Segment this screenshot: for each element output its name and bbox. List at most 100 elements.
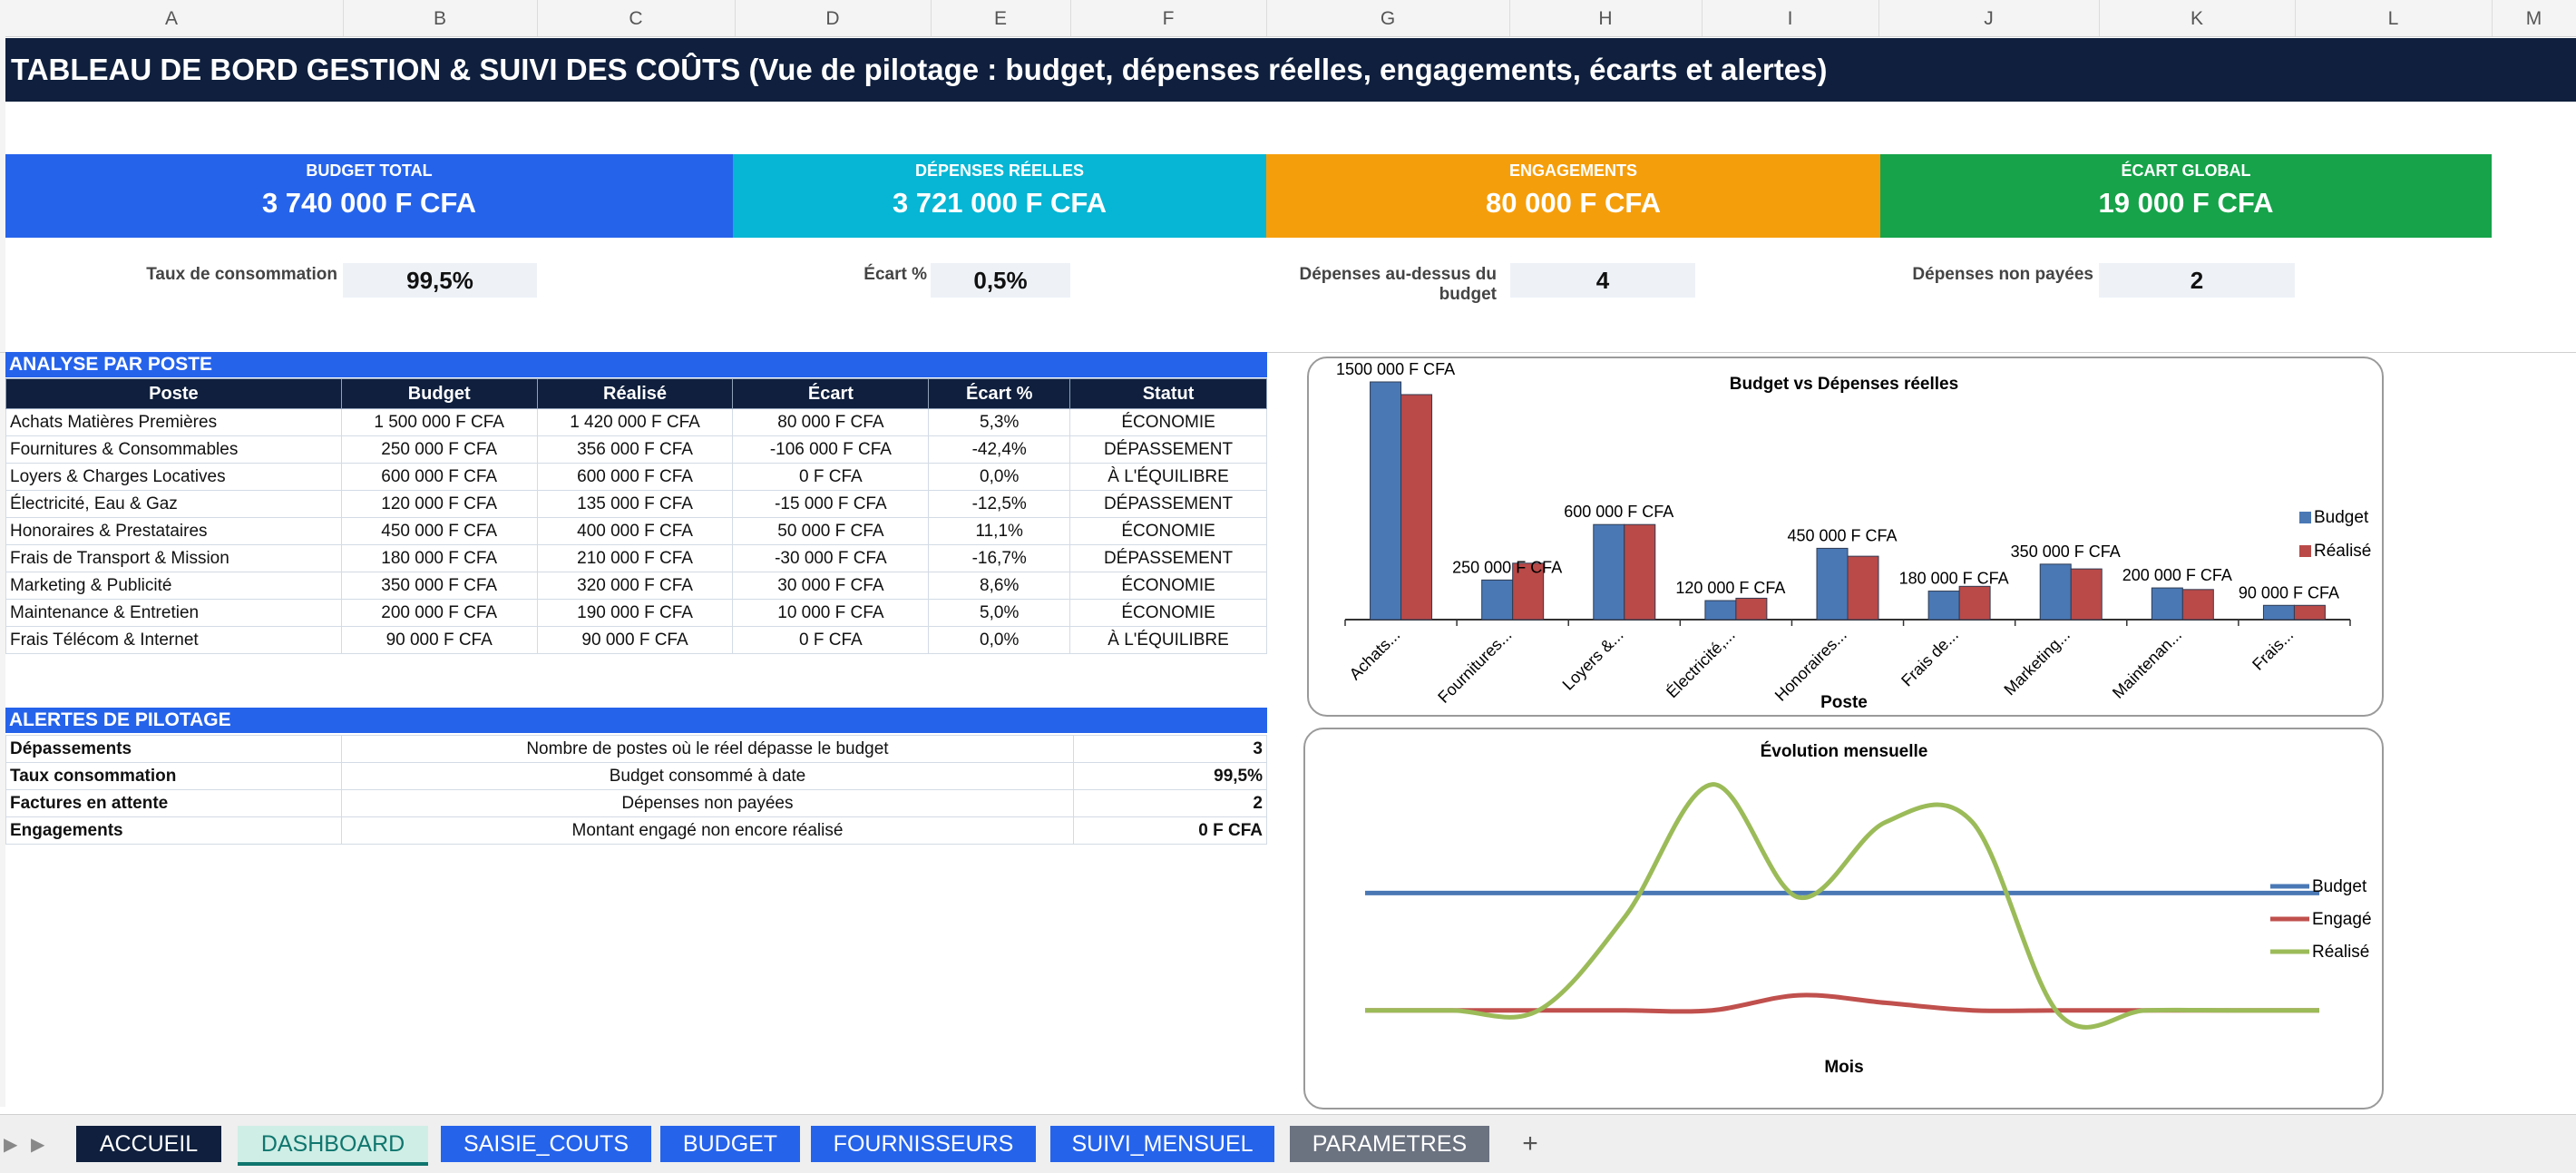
cell-realise[interactable]: 210 000 F CFA [536, 544, 734, 572]
cell-poste[interactable]: Marketing & Publicité [5, 572, 342, 600]
alert-description[interactable]: Montant engagé non encore réalisé [340, 816, 1075, 845]
bar-réalisé-7[interactable] [2181, 589, 2214, 621]
bar-réalisé-2[interactable] [1624, 523, 1656, 621]
column-header-b[interactable]: B [433, 8, 447, 29]
column-header-k[interactable]: K [2190, 8, 2204, 29]
column-header-f[interactable]: F [1162, 8, 1175, 29]
alert-description[interactable]: Dépenses non payées [340, 789, 1075, 817]
cell-budget[interactable]: 200 000 F CFA [340, 599, 538, 627]
alert-name[interactable]: Taux consommation [5, 762, 342, 790]
cell-ecart[interactable]: 10 000 F CFA [732, 599, 930, 627]
bar-réalisé-1[interactable] [1512, 562, 1545, 621]
col-header-realise[interactable]: Réalisé [536, 378, 734, 409]
cell-realise[interactable]: 90 000 F CFA [536, 626, 734, 654]
tab-parametres[interactable]: PARAMETRES [1290, 1126, 1489, 1162]
bar-réalisé-6[interactable] [2070, 568, 2103, 621]
bar-budget-1[interactable] [1481, 579, 1514, 621]
cell-ecart-pct[interactable]: 0,0% [928, 463, 1071, 491]
cell-statut[interactable]: ÉCONOMIE [1069, 572, 1267, 600]
cell-ecart[interactable]: -15 000 F CFA [732, 490, 930, 518]
alert-value[interactable]: 0 F CFA [1073, 816, 1267, 845]
metric-value-ecart[interactable]: 0,5% [931, 263, 1070, 298]
cell-realise[interactable]: 600 000 F CFA [536, 463, 734, 491]
col-header-poste[interactable]: Poste [5, 378, 342, 409]
bar-réalisé-3[interactable] [1735, 597, 1768, 621]
tab-scroll-right-icon[interactable]: ▶ [31, 1135, 45, 1155]
col-header-statut[interactable]: Statut [1069, 378, 1267, 409]
col-header-ecart[interactable]: Écart [732, 378, 930, 409]
metric-value-depassements[interactable]: 4 [1510, 263, 1695, 298]
cell-poste[interactable]: Loyers & Charges Locatives [5, 463, 342, 491]
column-header-a[interactable]: A [164, 8, 179, 29]
cell-statut[interactable]: DÉPASSEMENT [1069, 490, 1267, 518]
tab-dashboard[interactable]: DASHBOARD [238, 1126, 428, 1166]
cell-budget[interactable]: 250 000 F CFA [340, 435, 538, 464]
column-header-d[interactable]: D [825, 8, 840, 29]
cell-budget[interactable]: 1 500 000 F CFA [340, 408, 538, 436]
cell-statut[interactable]: DÉPASSEMENT [1069, 544, 1267, 572]
cell-statut[interactable]: À L'ÉQUILIBRE [1069, 463, 1267, 491]
tab-budget[interactable]: BUDGET [660, 1126, 800, 1162]
cell-realise[interactable]: 1 420 000 F CFA [536, 408, 734, 436]
cell-statut[interactable]: DÉPASSEMENT [1069, 435, 1267, 464]
bar-budget-4[interactable] [1816, 547, 1849, 621]
cell-poste[interactable]: Électricité, Eau & Gaz [5, 490, 342, 518]
line-chart-evolution-mensuelle[interactable]: Évolution mensuelle Mois Budget Engagé Réali… [1303, 728, 2384, 1109]
cell-ecart[interactable]: 50 000 F CFA [732, 517, 930, 545]
cell-poste[interactable]: Frais Télécom & Internet [5, 626, 342, 654]
cell-poste[interactable]: Honoraires & Prestataires [5, 517, 342, 545]
tab-accueil[interactable]: ACCUEIL [76, 1126, 221, 1162]
cell-budget[interactable]: 90 000 F CFA [340, 626, 538, 654]
bar-budget-6[interactable] [2039, 563, 2072, 621]
cell-statut[interactable]: ÉCONOMIE [1069, 599, 1267, 627]
bar-réalisé-4[interactable] [1847, 555, 1879, 621]
cell-ecart[interactable]: -106 000 F CFA [732, 435, 930, 464]
column-header-i[interactable]: I [1787, 8, 1793, 29]
bar-budget-3[interactable] [1704, 600, 1737, 621]
cell-ecart[interactable]: 0 F CFA [732, 463, 930, 491]
cell-budget[interactable]: 450 000 F CFA [340, 517, 538, 545]
cell-statut[interactable]: ÉCONOMIE [1069, 408, 1267, 436]
column-header-c[interactable]: C [629, 8, 643, 29]
bar-réalisé-8[interactable] [2293, 604, 2326, 621]
alert-name[interactable]: Engagements [5, 816, 342, 845]
cell-ecart[interactable]: 80 000 F CFA [732, 408, 930, 436]
cell-ecart-pct[interactable]: 5,3% [928, 408, 1071, 436]
cell-poste[interactable]: Fournitures & Consommables [5, 435, 342, 464]
cell-realise[interactable]: 356 000 F CFA [536, 435, 734, 464]
alert-name[interactable]: Factures en attente [5, 789, 342, 817]
alert-value[interactable]: 3 [1073, 735, 1267, 763]
bar-réalisé-5[interactable] [1958, 585, 1991, 621]
cell-budget[interactable]: 600 000 F CFA [340, 463, 538, 491]
cell-realise[interactable]: 135 000 F CFA [536, 490, 734, 518]
tab-suivi-mensuel[interactable]: SUIVI_MENSUEL [1050, 1126, 1274, 1162]
tab-fournisseurs[interactable]: FOURNISSEURS [811, 1126, 1036, 1162]
column-header-e[interactable]: E [993, 8, 1008, 29]
bar-budget-7[interactable] [2151, 587, 2183, 621]
bar-budget-0[interactable] [1370, 381, 1402, 621]
alert-description[interactable]: Nombre de postes où le réel dépasse le b… [340, 735, 1075, 763]
cell-ecart[interactable]: 0 F CFA [732, 626, 930, 654]
bar-chart-budget-vs-reel[interactable]: Budget vs Dépenses réelles 1500 000 F CFA… [1307, 357, 2384, 717]
cell-poste[interactable]: Frais de Transport & Mission [5, 544, 342, 572]
col-header-budget[interactable]: Budget [340, 378, 538, 409]
col-header-ecart-pct[interactable]: Écart % [928, 378, 1071, 409]
cell-ecart-pct[interactable]: 11,1% [928, 517, 1071, 545]
cell-ecart-pct[interactable]: 8,6% [928, 572, 1071, 600]
cell-budget[interactable]: 120 000 F CFA [340, 490, 538, 518]
cell-ecart[interactable]: 30 000 F CFA [732, 572, 930, 600]
bar-budget-5[interactable] [1927, 591, 1960, 621]
cell-statut[interactable]: ÉCONOMIE [1069, 517, 1267, 545]
bar-budget-8[interactable] [2262, 604, 2295, 621]
alert-value[interactable]: 2 [1073, 789, 1267, 817]
column-header-m[interactable]: M [2525, 8, 2542, 29]
cell-ecart[interactable]: -30 000 F CFA [732, 544, 930, 572]
cell-realise[interactable]: 320 000 F CFA [536, 572, 734, 600]
column-header-h[interactable]: H [1598, 8, 1613, 29]
cell-realise[interactable]: 190 000 F CFA [536, 599, 734, 627]
cell-ecart-pct[interactable]: 5,0% [928, 599, 1071, 627]
column-header-l[interactable]: L [2387, 8, 2399, 29]
tab-scroll-left-icon[interactable]: ▶ [4, 1135, 18, 1155]
cell-budget[interactable]: 350 000 F CFA [340, 572, 538, 600]
cell-ecart-pct[interactable]: -16,7% [928, 544, 1071, 572]
